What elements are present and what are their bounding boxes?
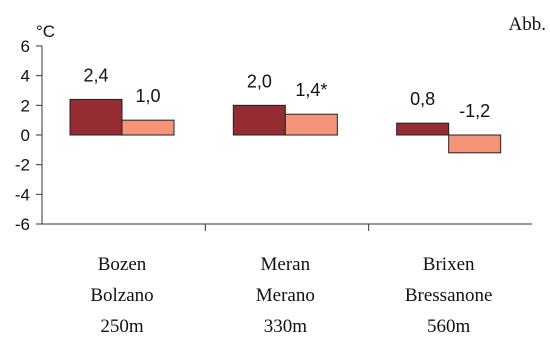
category-label-line: 250m	[100, 316, 144, 337]
y-tick-label: 6	[21, 37, 30, 56]
category-label-line: Merano	[256, 285, 315, 306]
bar-series-2	[121, 119, 175, 136]
y-tick-label: 0	[21, 126, 30, 145]
bar-value-label: 2,4	[83, 65, 108, 85]
bar-series-2	[448, 134, 502, 154]
y-axis-unit-label: °C	[36, 22, 55, 41]
y-tick-label: -6	[15, 215, 30, 234]
category-label-line: Bressanone	[405, 285, 493, 306]
corner-label: Abb.	[509, 14, 546, 35]
bar-value-label: 1,0	[135, 86, 160, 106]
bar-value-label: 2,0	[247, 71, 272, 91]
category-labels-group: Bozen Bolzano 250m Meran Merano 330m Brixen Bre…	[90, 254, 492, 337]
bar-series-1	[69, 98, 123, 136]
category-label-line: Bolzano	[90, 285, 153, 306]
bar-value-label: -1,2	[459, 101, 490, 121]
bar-value-label: 1,4*	[295, 80, 327, 100]
bar-series-1	[396, 122, 450, 136]
bar-value-label: 0,8	[410, 89, 435, 109]
y-ticks-group: 6 4 2 0 -2 -4 -6	[15, 37, 370, 234]
category-label-line: Meran	[261, 254, 311, 275]
y-tick-label: 2	[21, 96, 30, 115]
data-labels-group: 2,4 1,0 2,0 1,4* 0,8 -1,2	[83, 65, 490, 121]
y-tick-label: -2	[15, 156, 30, 175]
category-label-line: 560m	[427, 316, 471, 337]
category-label-line: Brixen	[423, 254, 475, 275]
bar-series-2	[284, 113, 338, 136]
category-label-line: 330m	[264, 316, 308, 337]
category-label-line: Bozen	[98, 254, 147, 275]
bars-group	[69, 98, 502, 154]
y-tick-label: -4	[15, 185, 30, 204]
y-tick-label: 4	[21, 67, 30, 86]
bar-series-1	[232, 104, 286, 136]
